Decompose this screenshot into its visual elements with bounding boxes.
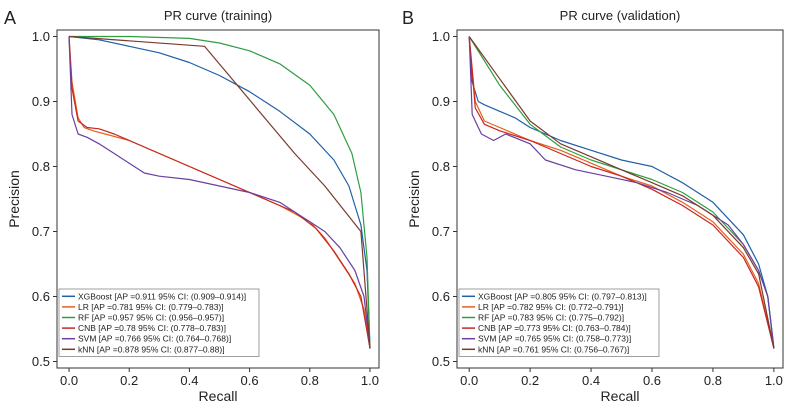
x-tick-label: 0.0 — [60, 373, 78, 388]
panel-validation: B PR curve (validation) 0.0 0.2 0.4 0.6 0.8 1.0… — [402, 8, 784, 404]
series-line-cnb — [468, 36, 775, 349]
panel-letter: A — [4, 8, 16, 28]
panel-training: A PR curve (training) 0.0 0.2 0.4 0.6 0.8 1.0 0.… — [4, 8, 380, 404]
legend-entry: LR [AP =0.782 95% CI: (0.772–0.791)] — [478, 302, 624, 312]
legend-entry: kNN [AP =0.878 95% CI: (0.877–0.88)] — [78, 344, 225, 354]
legend-entry: XGBoost [AP =0.911 95% CI: (0.909–0.914)… — [78, 291, 246, 301]
y-tick-label: 0.7 — [32, 224, 50, 239]
plot-frame — [56, 29, 380, 369]
y-tick-label: 1.0 — [432, 29, 450, 44]
series-line-knn — [68, 35, 371, 349]
legend-entry: kNN [AP =0.761 95% CI: (0.756–0.767)] — [478, 344, 629, 354]
legend-entry: SVM [AP =0.766 95% CI: (0.764–0.768)] — [78, 334, 231, 344]
plot-frame — [456, 29, 784, 369]
y-tick-label: 0.9 — [32, 94, 50, 109]
series-line-xgboost — [468, 36, 775, 349]
x-tick-label: 0.2 — [120, 373, 138, 388]
series-line-rf — [69, 35, 371, 349]
legend-entry: RF [AP =0.783 95% CI: (0.775–0.792)] — [478, 313, 624, 323]
y-axis-label: Precision — [6, 170, 22, 228]
legend-entry: CNB [AP =0.773 95% CI: (0.763–0.784)] — [478, 323, 631, 333]
y-axis-label: Precision — [406, 170, 422, 228]
series-line-lr — [468, 36, 775, 349]
x-tick-label: 1.0 — [361, 373, 379, 388]
chart-title: PR curve (validation) — [560, 8, 681, 23]
x-tick-label: 0.8 — [704, 373, 722, 388]
y-tick-label: 0.6 — [32, 289, 50, 304]
y-tick-label: 0.5 — [432, 354, 450, 369]
x-axis-label: Recall — [199, 388, 238, 404]
series-line-knn — [468, 36, 775, 349]
legend-box — [458, 288, 660, 357]
y-tick-label: 0.9 — [432, 94, 450, 109]
series-line-xgboost — [68, 35, 371, 349]
y-tick-label: 0.5 — [32, 354, 50, 369]
y-tick-label: 0.8 — [32, 159, 50, 174]
y-tick-label: 0.8 — [432, 159, 450, 174]
y-tick-label: 1.0 — [32, 29, 50, 44]
x-tick-label: 0.2 — [521, 373, 539, 388]
series-line-cnb — [68, 36, 371, 349]
x-tick-label: 1.0 — [765, 373, 783, 388]
x-tick-label: 0.0 — [460, 373, 478, 388]
legend-entry: CNB [AP =0.78 95% CI: (0.778–0.783)] — [78, 323, 226, 333]
panel-letter: B — [402, 8, 414, 28]
chart-title: PR curve (training) — [164, 8, 272, 23]
x-tick-label: 0.6 — [241, 373, 259, 388]
y-tick-label: 0.7 — [432, 224, 450, 239]
legend-entry: XGBoost [AP =0.805 95% CI: (0.797–0.813)… — [478, 291, 647, 301]
x-tick-label: 0.8 — [301, 373, 319, 388]
legend-entry: RF [AP =0.957 95% CI: (0.956–0.957)] — [78, 313, 224, 323]
x-tick-label: 0.4 — [180, 373, 198, 388]
series-line-svm — [468, 36, 775, 349]
series-line-svm — [68, 36, 371, 349]
x-axis-label: Recall — [601, 388, 640, 404]
y-tick-label: 0.6 — [432, 289, 450, 304]
legend-entry: SVM [AP =0.765 95% CI: (0.758–0.773)] — [478, 334, 631, 344]
legend-box — [58, 288, 260, 357]
x-tick-label: 0.6 — [643, 373, 661, 388]
x-tick-label: 0.4 — [582, 373, 600, 388]
legend-entry: LR [AP =0.781 95% CI: (0.779–0.783)] — [78, 302, 224, 312]
